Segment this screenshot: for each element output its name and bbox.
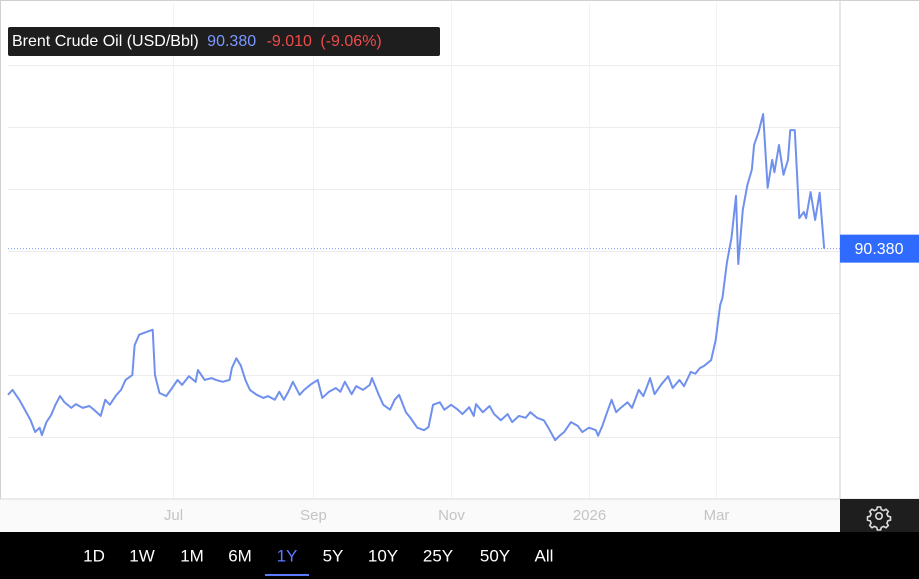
x-axis: Jul Sep Nov 2026 Mar <box>164 507 730 524</box>
x-axis-band <box>0 499 840 532</box>
x-tick-label: Sep <box>300 507 327 524</box>
plot <box>7 112 840 442</box>
x-tick-label: Nov <box>438 507 465 524</box>
x-tick-label: 2026 <box>573 507 606 524</box>
grid <box>8 3 840 500</box>
last-price-label: 90.380 <box>855 241 904 258</box>
range-button[interactable]: 5Y <box>323 546 344 565</box>
range-button[interactable]: 1W <box>129 546 155 565</box>
range-button[interactable]: 50Y <box>480 546 510 565</box>
change: -9.010 <box>267 33 312 50</box>
range-button[interactable]: All <box>535 546 554 565</box>
range-bar <box>0 532 919 579</box>
settings-button[interactable] <box>840 499 919 532</box>
last-price: 90.380 <box>207 33 256 50</box>
price-line <box>7 112 826 442</box>
x-tick-label: Jul <box>164 507 183 524</box>
range-button[interactable]: 1M <box>180 546 204 565</box>
range-buttons: 1D 1W 1M 6M 1Y 5Y 10Y 25Y 50Y All <box>83 546 553 576</box>
range-button[interactable]: 1D <box>83 546 105 565</box>
range-selected-underline <box>265 574 309 576</box>
range-button[interactable]: 1Y <box>277 546 298 565</box>
range-button[interactable]: 25Y <box>423 546 453 565</box>
range-button[interactable]: 6M <box>228 546 252 565</box>
last-price-badge <box>840 234 919 263</box>
range-button[interactable]: 10Y <box>368 546 398 565</box>
x-tick-label: Mar <box>704 507 730 524</box>
header-box <box>8 27 440 56</box>
change-percent: (-9.06%) <box>320 33 381 50</box>
settings-icon[interactable] <box>866 506 892 531</box>
header: Brent Crude Oil (USD/Bbl) 90.380 -9.010 … <box>12 33 382 50</box>
title: Brent Crude Oil (USD/Bbl) <box>12 33 199 50</box>
